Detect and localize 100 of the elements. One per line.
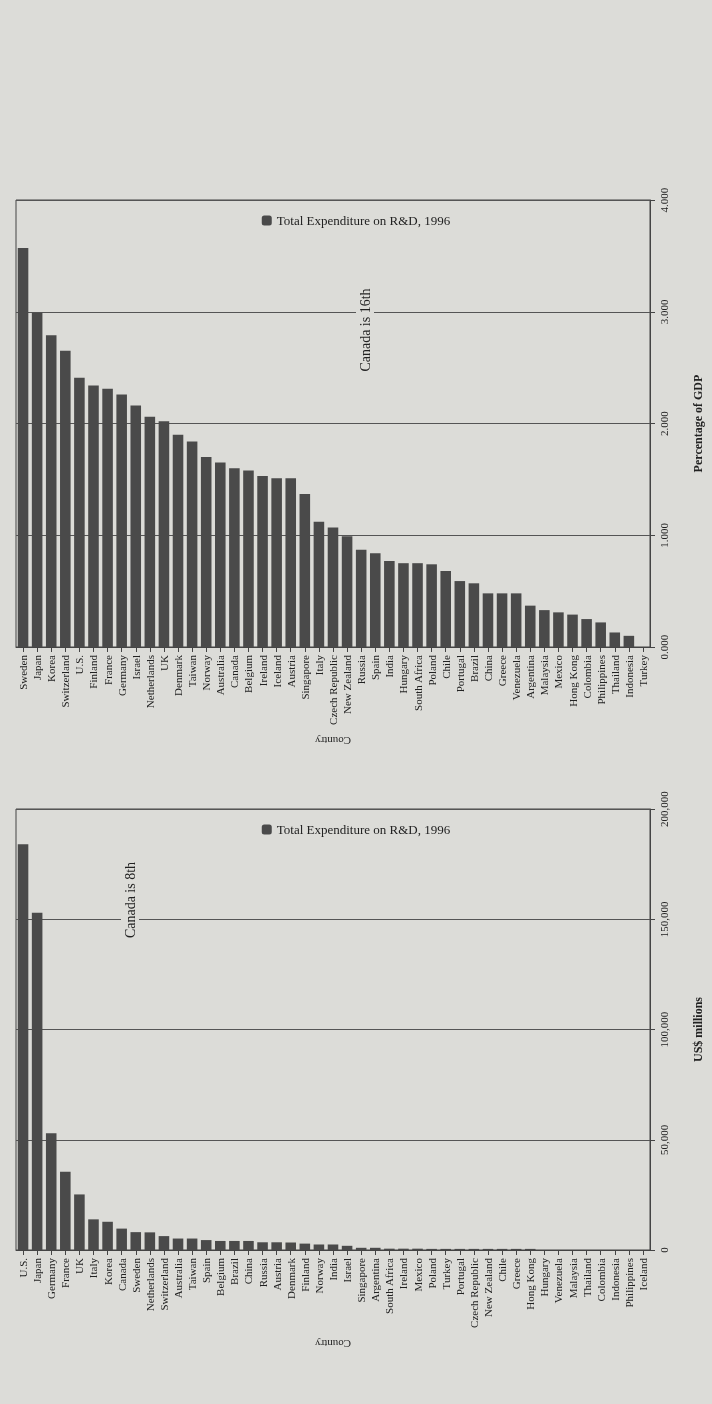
y-tick-label: 4.000 xyxy=(657,187,670,213)
x-tick-label: Greece xyxy=(496,654,509,687)
x-tick-label: U.S. xyxy=(17,1257,30,1278)
x-tick-label: Czech Republic xyxy=(327,654,339,725)
legend-label: Total Expenditure on R&D, 1996 xyxy=(276,822,451,837)
x-tick-label: Hong Kong xyxy=(524,1257,537,1310)
x-tick-label: Argentina xyxy=(524,654,537,699)
x-tick-label: Italy xyxy=(312,654,325,676)
x-tick-label: Austria xyxy=(284,654,297,688)
x-tick-label: Brazil xyxy=(467,655,480,682)
x-tick-label: Finland xyxy=(87,654,100,689)
x-tick-label: Denmark xyxy=(172,654,185,696)
x-tick-label: Canada xyxy=(228,654,241,688)
x-tick-label: France xyxy=(101,654,114,685)
x-tick-label: Australia xyxy=(172,1257,185,1299)
x-tick-label: Malaysia xyxy=(566,1257,579,1299)
y-tick-label: 150,000 xyxy=(657,900,670,938)
x-tick-label: Brazil xyxy=(228,1258,241,1285)
x-tick-label: China xyxy=(481,654,494,682)
x-tick-label: Norway xyxy=(312,1257,325,1294)
x-tick-label: Japan xyxy=(31,654,44,681)
y-tick-label: 200,000 xyxy=(657,790,670,827)
x-tick-label: India xyxy=(327,1257,339,1281)
x-tick-label: Netherlands xyxy=(143,1258,156,1312)
x-tick-label: Venezuela xyxy=(510,654,523,701)
x-tick-label: India xyxy=(383,654,396,678)
x-tick-label: UK xyxy=(157,654,170,671)
x-tick-label: South Africa xyxy=(411,654,424,711)
x-tick-label: New Zealand xyxy=(481,1257,494,1317)
x-tick-label: Switzerland xyxy=(59,654,72,708)
y-tick-label: 3.000 xyxy=(657,298,670,325)
x-tick-label: Iceland xyxy=(270,654,283,688)
x-tick-label: Thailand xyxy=(580,1257,593,1298)
x-tick-label: Russia xyxy=(355,654,368,685)
x-axis-title: Country xyxy=(314,1337,352,1350)
x-tick-label: Poland xyxy=(425,654,438,686)
y-axis-title: US$ millions xyxy=(691,996,705,1063)
x-tick-label: Canada xyxy=(115,1257,128,1291)
x-tick-label: Portugal xyxy=(453,655,466,693)
x-tick-label: Turkey xyxy=(439,1257,452,1290)
x-tick-label: Singapore xyxy=(298,654,311,700)
x-tick-label: Argentina xyxy=(369,1257,382,1302)
x-tick-label: Taiwan xyxy=(186,1257,199,1291)
y-tick-label: 2.000 xyxy=(657,410,670,436)
x-tick-label: Venezuela xyxy=(552,1257,565,1304)
x-tick-label: Hungary xyxy=(538,1257,551,1297)
x-tick-label: Iceland xyxy=(636,1257,649,1291)
x-tick-label: Thailand xyxy=(608,654,621,695)
x-tick-label: Turkey xyxy=(636,654,649,687)
y-tick-label: 100,000 xyxy=(657,1011,670,1048)
x-tick-label: Finland xyxy=(298,1257,311,1292)
x-tick-label: Ireland xyxy=(397,1257,410,1290)
x-tick-label: Malaysia xyxy=(538,654,551,696)
x-tick-label: Switzerland xyxy=(157,1257,170,1311)
x-tick-label: Indonesia xyxy=(622,654,635,698)
x-tick-label: Greece xyxy=(510,1257,523,1290)
x-tick-label: China xyxy=(242,1257,255,1285)
x-tick-label: Japan xyxy=(31,1257,44,1284)
y-tick-label: 0 xyxy=(657,1246,670,1253)
x-tick-label: Sweden xyxy=(17,654,30,690)
x-tick-label: Singapore xyxy=(355,1257,368,1303)
x-tick-label: Philippines xyxy=(594,655,607,705)
x-tick-label: UK xyxy=(73,1257,86,1274)
x-tick-label: Australia xyxy=(214,654,227,696)
x-tick-label: Taiwan xyxy=(186,654,199,688)
legend-label: Total Expenditure on R&D, 1996 xyxy=(276,213,451,228)
y-tick-label: 50,000 xyxy=(657,1124,670,1155)
x-tick-label: Russia xyxy=(256,1257,269,1288)
x-tick-label: Philippines xyxy=(622,1258,635,1308)
x-tick-label: Colombia xyxy=(580,654,593,699)
x-tick-label: New Zealand xyxy=(341,654,354,714)
x-tick-label: Italy xyxy=(87,1257,100,1279)
x-tick-label: Israel xyxy=(129,655,142,680)
x-tick-label: Spain xyxy=(369,654,382,681)
x-tick-label: Colombia xyxy=(594,1257,607,1302)
x-tick-label: U.S. xyxy=(73,654,86,675)
x-tick-label: Austria xyxy=(270,1257,283,1291)
x-tick-label: France xyxy=(59,1257,72,1288)
x-tick-label: South Africa xyxy=(383,1257,396,1314)
x-tick-label: Hong Kong xyxy=(566,654,579,707)
x-tick-label: Czech Republic xyxy=(467,1257,480,1328)
x-tick-label: Denmark xyxy=(284,1257,297,1299)
x-tick-label: Germany xyxy=(45,1257,58,1299)
x-tick-label: Germany xyxy=(115,654,128,696)
x-tick-label: Chile xyxy=(496,1257,509,1282)
annotation: Canada is 8th xyxy=(122,861,138,939)
x-tick-label: Indonesia xyxy=(608,1257,621,1301)
x-tick-label: Belgium xyxy=(214,1257,227,1296)
x-tick-label: Belgium xyxy=(242,654,255,693)
x-tick-label: Portugal xyxy=(453,1258,466,1296)
x-tick-label: Netherlands xyxy=(143,655,156,709)
x-tick-label: Korea xyxy=(101,1257,114,1285)
x-tick-label: Norway xyxy=(200,654,213,691)
x-tick-label: Poland xyxy=(425,1257,438,1289)
y-tick-label: 0.000 xyxy=(657,634,670,660)
x-axis-title: Country xyxy=(314,734,352,747)
x-tick-label: Hungary xyxy=(397,654,410,694)
y-tick-label: 1.000 xyxy=(657,522,670,548)
x-tick-label: Sweden xyxy=(129,1257,142,1293)
annotation: Canada is 16th xyxy=(357,288,373,372)
